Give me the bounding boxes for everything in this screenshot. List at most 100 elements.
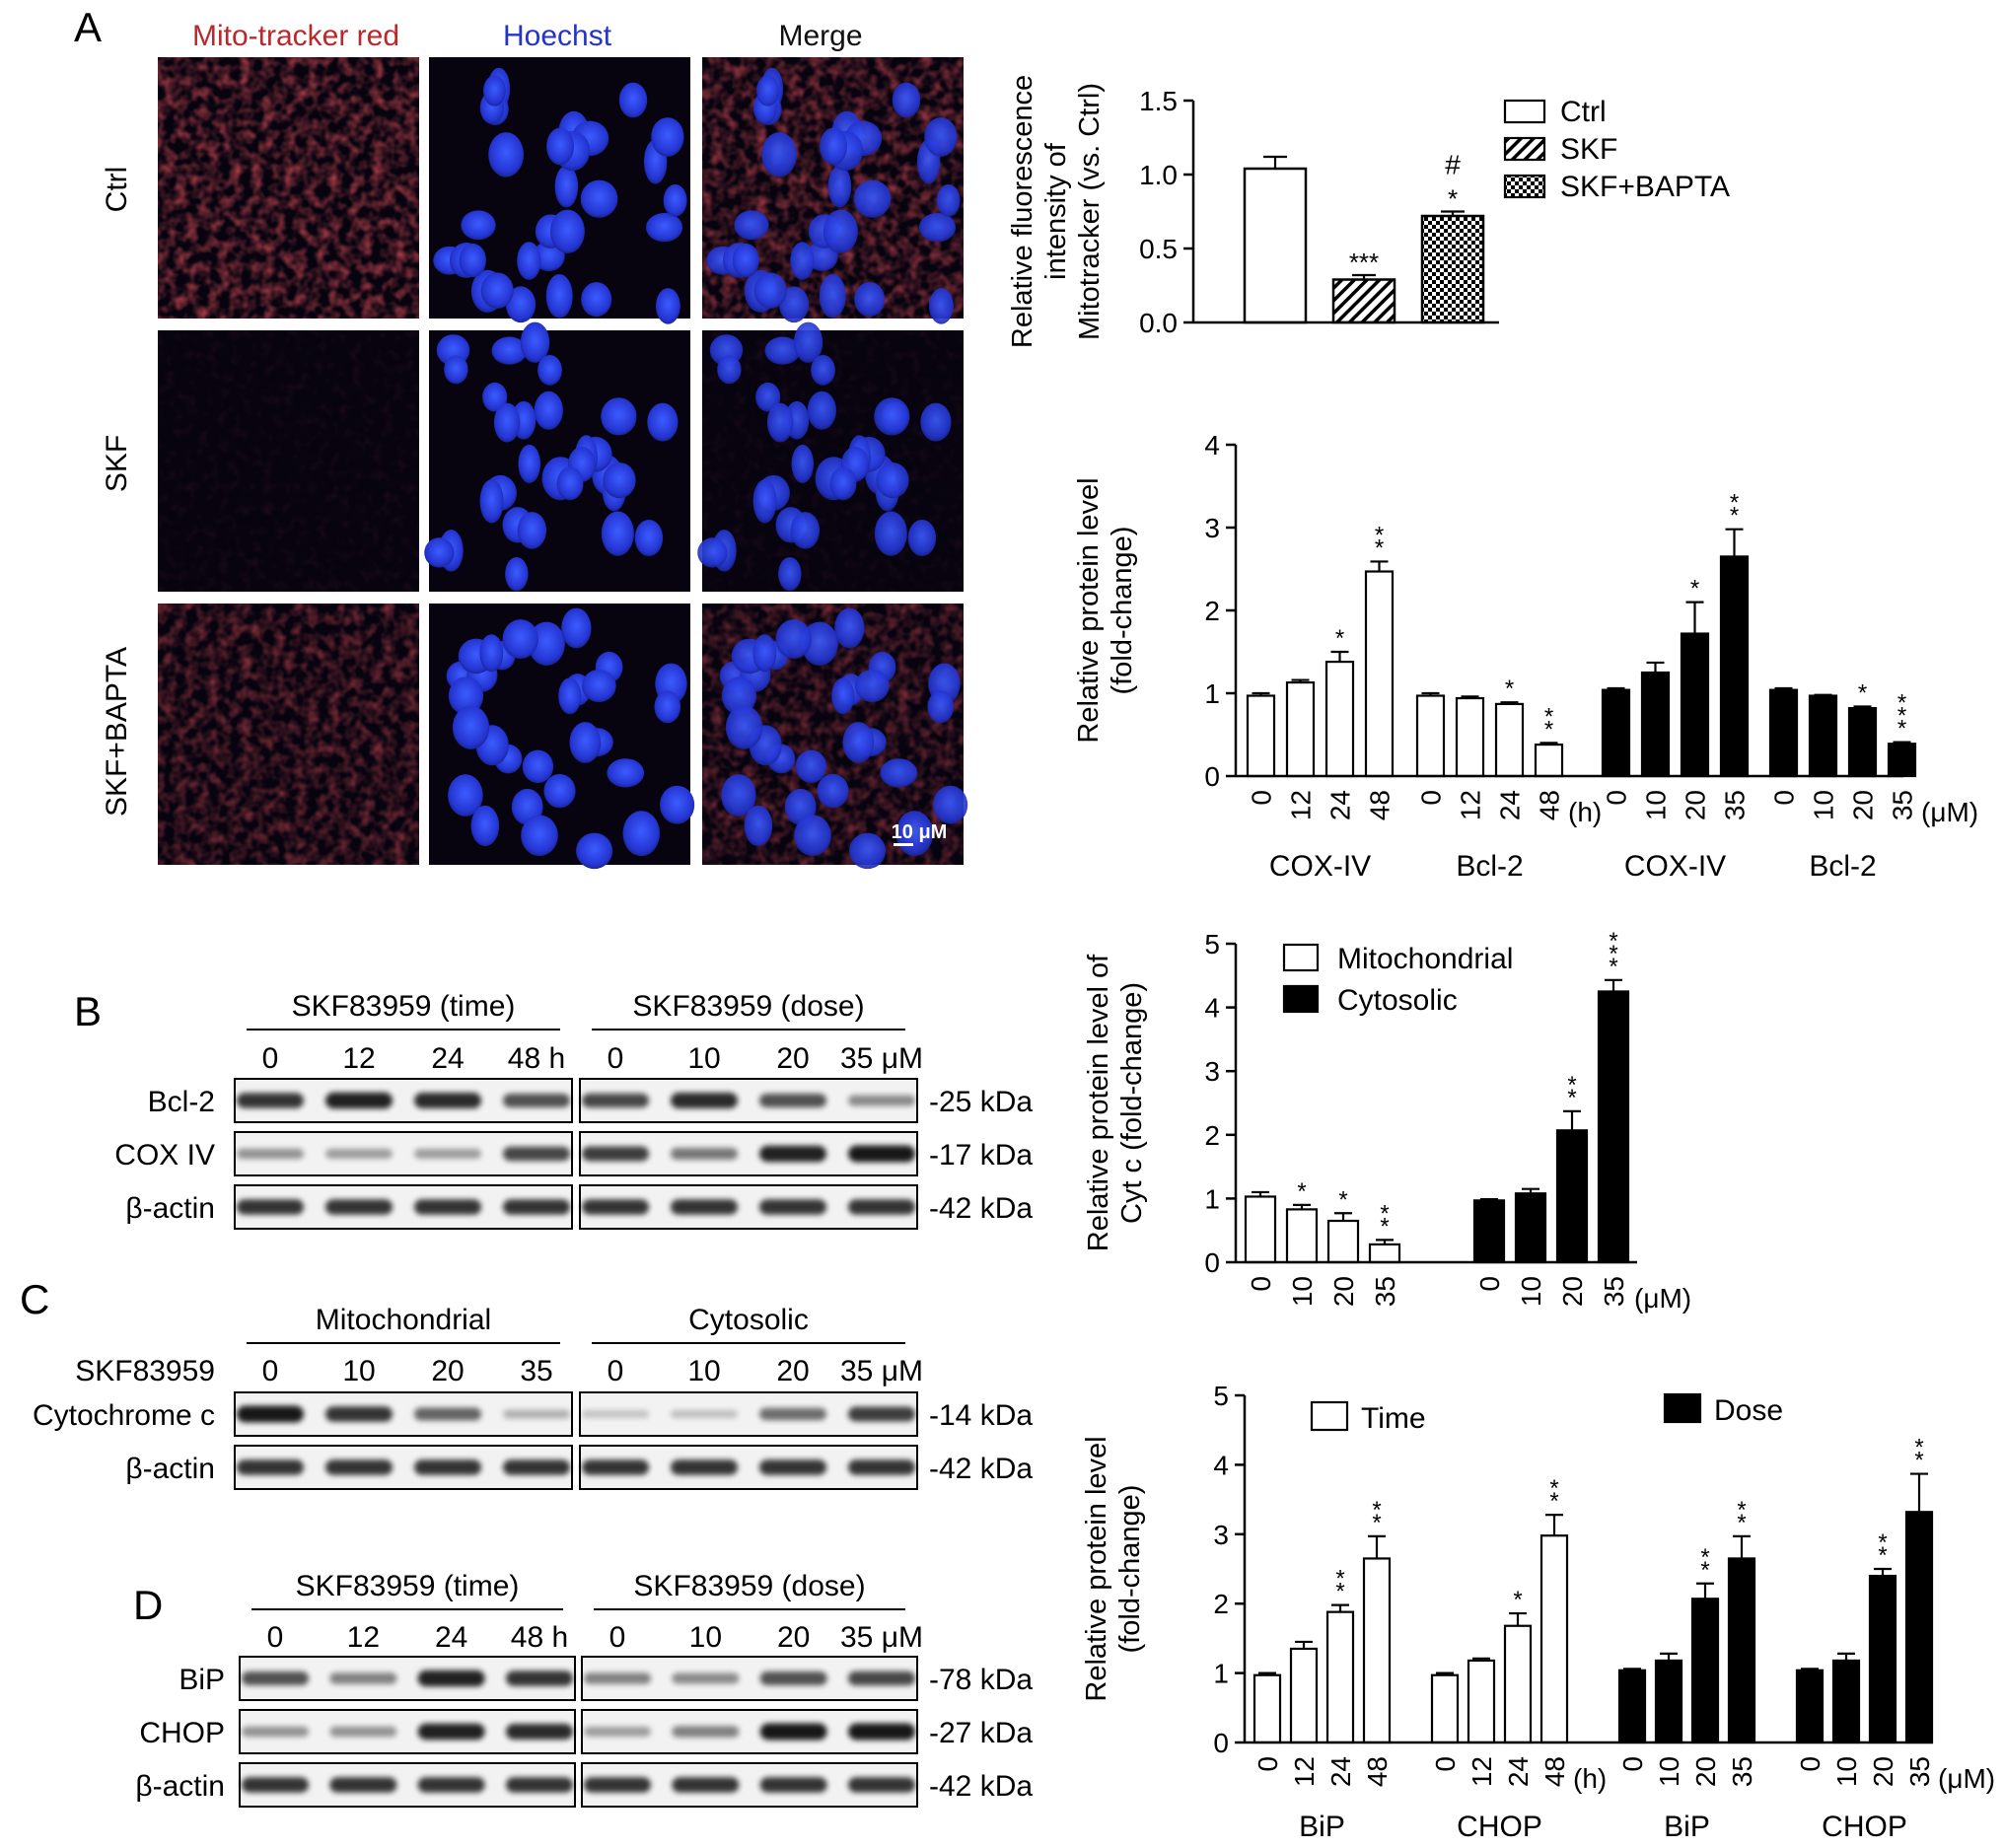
blot-band	[584, 1727, 651, 1737]
blot-band	[325, 1149, 393, 1159]
blot-band	[329, 1777, 397, 1793]
blot-row-label: COX IV	[114, 1139, 215, 1172]
blot-band	[759, 1407, 826, 1421]
significance-star: *	[1878, 1542, 1887, 1569]
y-axis-label: (fold-change)	[1107, 527, 1138, 695]
y-tick-label: 5	[1204, 929, 1220, 960]
nucleus	[752, 479, 777, 524]
x-tick-label: 0	[1247, 790, 1277, 806]
blot-band	[503, 1199, 570, 1215]
bar	[1324, 660, 1355, 778]
x-tick-label: 10	[1287, 1276, 1318, 1307]
blot-band	[582, 1410, 649, 1418]
legend-swatch	[1663, 1392, 1702, 1424]
significance-star: *	[1335, 1579, 1344, 1605]
significance-star: *	[1372, 1497, 1381, 1524]
bar	[1503, 1624, 1533, 1744]
blot-lane-label: 0	[608, 1042, 624, 1075]
y-tick-label: 0	[1204, 1247, 1220, 1278]
blot-band	[759, 1723, 827, 1741]
x-tick-label: 12	[1286, 790, 1317, 820]
nucleus	[834, 607, 865, 649]
nucleus	[537, 354, 562, 386]
bar	[1654, 1659, 1683, 1744]
blot-kda-label: -14 kDa	[929, 1399, 1033, 1432]
nucleus	[817, 773, 849, 809]
blot-row-label: BiP	[179, 1664, 225, 1696]
y-tick-label: 3	[1204, 513, 1220, 543]
y-tick-label: 4	[1204, 993, 1220, 1024]
blot-band	[848, 1670, 915, 1686]
nucleus	[756, 75, 779, 107]
blot-band	[237, 1093, 304, 1108]
significance-star: *	[1730, 490, 1739, 517]
y-tick-label: 1.5	[1139, 86, 1178, 116]
blot-band	[582, 1093, 649, 1108]
nucleus	[522, 749, 554, 784]
blot-band	[848, 1145, 915, 1163]
micrograph-row-ctrl: Ctrl	[101, 167, 133, 213]
micrograph-panel	[702, 604, 968, 870]
x-unit-label: (h)	[1568, 797, 1602, 827]
bar	[1420, 214, 1485, 324]
nucleus	[518, 444, 541, 483]
group-label: BiP	[1299, 1811, 1345, 1843]
y-axis-label: intensity of	[1040, 142, 1072, 280]
bar	[1368, 1243, 1401, 1264]
significance-star: *	[1375, 534, 1384, 561]
significance-star: *	[1690, 576, 1699, 603]
group-label: CHOP	[1822, 1811, 1907, 1843]
y-tick-label: 0	[1213, 1728, 1229, 1758]
significance-mark: ***	[1349, 248, 1379, 277]
significance-star: *	[1897, 690, 1906, 717]
nucleus	[520, 321, 550, 363]
significance-star: *	[1914, 1448, 1923, 1474]
blot-band	[584, 1777, 651, 1793]
bar	[1472, 1199, 1506, 1264]
nucleus	[849, 832, 887, 870]
significance-star: *	[1609, 954, 1617, 980]
x-tick-label: 0	[1252, 1756, 1283, 1772]
nucleus	[874, 511, 907, 556]
nucleus	[482, 382, 508, 412]
nucleus	[820, 127, 847, 166]
x-tick-label: 0	[1602, 790, 1632, 806]
y-tick-label: 2	[1204, 1120, 1220, 1151]
blot-lane-label: 35 μM	[840, 1355, 923, 1387]
x-tick-label: 0	[1474, 1276, 1505, 1292]
nucleus	[819, 273, 846, 319]
nucleus	[829, 466, 857, 501]
scale-bar-label: 10 μM	[892, 821, 948, 843]
bar	[1680, 632, 1710, 778]
x-tick-label: 48	[1362, 1756, 1393, 1787]
y-axis-label: Cyt c (fold-change)	[1116, 982, 1148, 1224]
blot-lane-label: 24	[431, 1042, 464, 1075]
nucleus	[601, 397, 637, 436]
nucleus	[918, 213, 957, 243]
nucleus	[794, 815, 831, 857]
micrograph-panel	[697, 321, 964, 592]
blot-kda-label: -25 kDa	[929, 1086, 1033, 1118]
x-tick-label: 24	[1325, 790, 1356, 820]
micrograph-panel	[158, 330, 419, 592]
significance-star: *	[1897, 703, 1906, 730]
blot-kda-label: -42 kDa	[929, 1770, 1033, 1803]
bar	[1246, 694, 1276, 778]
significance-star: *	[1544, 703, 1553, 730]
nucleus	[505, 286, 537, 323]
blot-lane-label: 12	[347, 1621, 380, 1654]
nucleus	[744, 805, 773, 847]
blot-band	[848, 1199, 915, 1215]
bar	[1555, 1129, 1589, 1264]
nucleus	[517, 242, 541, 280]
nucleus	[461, 210, 496, 241]
significance-mark: *	[1448, 184, 1458, 214]
y-tick-label: 5	[1213, 1381, 1229, 1411]
blot-kda-label: -17 kDa	[929, 1139, 1033, 1172]
blot-band	[414, 1093, 481, 1108]
bar	[1690, 1598, 1720, 1744]
blot-lane-label: 35	[520, 1355, 552, 1387]
blot-band	[759, 1459, 826, 1475]
blot-band	[242, 1777, 309, 1793]
nucleus	[811, 354, 835, 386]
